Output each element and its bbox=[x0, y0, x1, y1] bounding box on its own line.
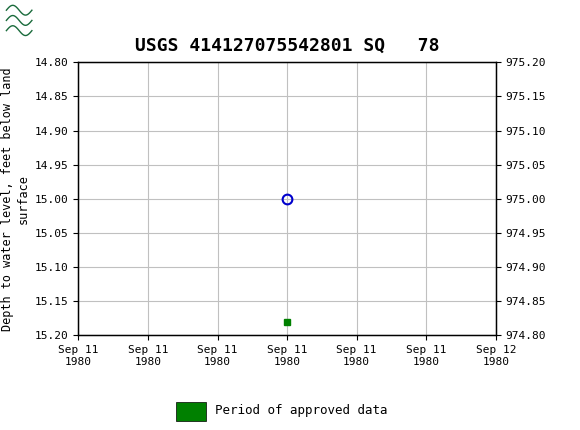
FancyBboxPatch shape bbox=[6, 3, 64, 37]
Text: USGS: USGS bbox=[72, 12, 128, 29]
Title: USGS 414127075542801 SQ   78: USGS 414127075542801 SQ 78 bbox=[135, 37, 440, 55]
Y-axis label: Depth to water level, feet below land
surface: Depth to water level, feet below land su… bbox=[1, 67, 29, 331]
Text: Period of approved data: Period of approved data bbox=[215, 404, 388, 417]
Bar bbox=[176, 402, 205, 421]
